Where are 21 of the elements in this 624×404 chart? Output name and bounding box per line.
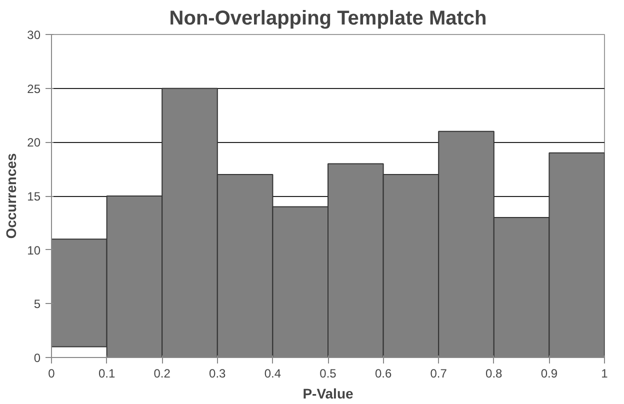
y-tick-label: 30: [27, 28, 41, 42]
y-tick-label: 20: [27, 136, 41, 150]
x-tick-label: 0.3: [209, 366, 226, 380]
x-tick-label: 0.8: [486, 366, 503, 380]
x-tick-label: 1: [601, 366, 608, 380]
chart-title: Non-Overlapping Template Match: [169, 8, 487, 30]
y-tick-label: 25: [27, 82, 41, 96]
x-tick-label: 0.5: [320, 366, 337, 380]
x-tick-label: 0.7: [430, 366, 448, 380]
y-axis-title: Occurrences: [3, 152, 20, 239]
x-axis-title: P-Value: [302, 386, 354, 402]
x-tick-label: 0: [48, 366, 56, 380]
x-tick-label: 0.6: [374, 366, 392, 380]
y-tick-label: 10: [27, 243, 41, 258]
x-tick-label: 0.2: [154, 366, 171, 380]
x-tick-label: 0.1: [98, 366, 116, 380]
y-tick-label: 5: [34, 297, 41, 312]
y-tick-label: 0: [34, 351, 41, 365]
y-tick-label: 15: [27, 190, 41, 204]
x-tick-label: 0.9: [540, 366, 558, 380]
x-tick-label: 0.4: [264, 366, 282, 380]
